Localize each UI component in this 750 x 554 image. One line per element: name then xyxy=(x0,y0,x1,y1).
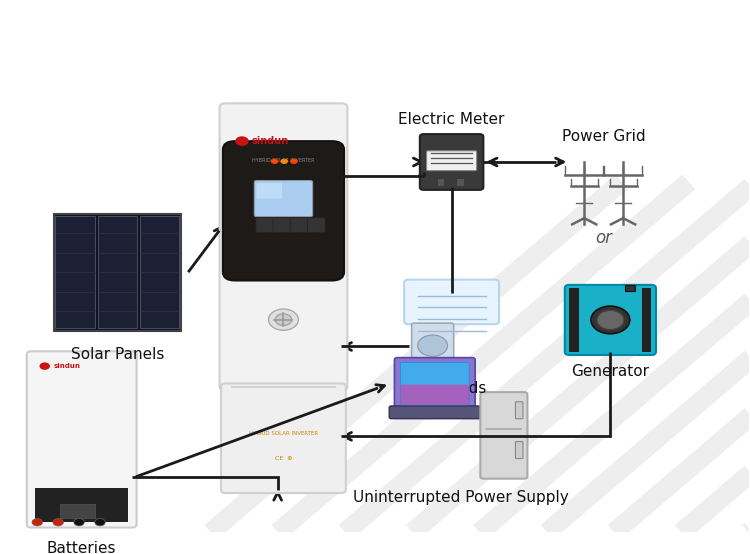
FancyBboxPatch shape xyxy=(394,358,476,409)
FancyBboxPatch shape xyxy=(427,151,476,171)
Bar xyxy=(56,216,94,329)
Text: HYBRID SOLAR INVERTER: HYBRID SOLAR INVERTER xyxy=(252,158,315,163)
FancyBboxPatch shape xyxy=(254,181,313,217)
Bar xyxy=(35,488,128,522)
Bar xyxy=(54,214,181,331)
Text: Solar Panels: Solar Panels xyxy=(70,347,164,362)
Text: Power Grid: Power Grid xyxy=(562,129,646,144)
Circle shape xyxy=(268,309,298,330)
FancyBboxPatch shape xyxy=(412,323,454,370)
FancyBboxPatch shape xyxy=(27,351,136,527)
FancyBboxPatch shape xyxy=(256,218,274,233)
Text: CE  ⊕: CE ⊕ xyxy=(274,456,292,461)
FancyBboxPatch shape xyxy=(400,384,470,405)
Text: Uninterrupted Power Supply: Uninterrupted Power Supply xyxy=(353,490,568,505)
FancyBboxPatch shape xyxy=(404,280,499,324)
Bar xyxy=(140,216,179,329)
Text: HYBRID SOLAR INVERTER: HYBRID SOLAR INVERTER xyxy=(249,430,318,435)
Bar xyxy=(59,504,94,518)
Bar xyxy=(641,288,652,352)
Text: AC Loads: AC Loads xyxy=(416,382,487,397)
Circle shape xyxy=(418,335,448,356)
Text: or: or xyxy=(596,229,612,247)
Text: Electric Meter: Electric Meter xyxy=(398,112,505,127)
Circle shape xyxy=(275,314,292,326)
Circle shape xyxy=(40,362,50,370)
FancyBboxPatch shape xyxy=(389,406,480,419)
Bar xyxy=(436,178,444,186)
FancyBboxPatch shape xyxy=(273,218,291,233)
FancyBboxPatch shape xyxy=(220,104,347,391)
Circle shape xyxy=(591,306,630,334)
Circle shape xyxy=(32,519,43,526)
FancyBboxPatch shape xyxy=(308,218,326,233)
Bar xyxy=(626,285,635,291)
FancyBboxPatch shape xyxy=(420,134,483,190)
Text: Batteries: Batteries xyxy=(47,541,116,554)
Text: sindun: sindun xyxy=(54,363,80,369)
Text: Generator: Generator xyxy=(572,365,650,379)
FancyBboxPatch shape xyxy=(223,141,344,280)
Circle shape xyxy=(280,158,288,164)
Circle shape xyxy=(236,136,249,146)
Circle shape xyxy=(74,519,84,526)
FancyBboxPatch shape xyxy=(221,383,346,493)
Bar xyxy=(569,288,579,352)
Circle shape xyxy=(597,310,624,330)
Circle shape xyxy=(290,158,298,164)
Bar xyxy=(456,178,464,186)
Text: sindun: sindun xyxy=(252,136,289,146)
FancyBboxPatch shape xyxy=(515,442,523,459)
FancyBboxPatch shape xyxy=(565,285,656,355)
Circle shape xyxy=(271,158,278,164)
FancyBboxPatch shape xyxy=(256,183,282,199)
FancyBboxPatch shape xyxy=(515,402,523,419)
Circle shape xyxy=(53,519,64,526)
FancyBboxPatch shape xyxy=(400,362,470,405)
Bar xyxy=(98,216,137,329)
Circle shape xyxy=(94,519,105,526)
FancyBboxPatch shape xyxy=(480,392,527,479)
FancyBboxPatch shape xyxy=(290,218,308,233)
